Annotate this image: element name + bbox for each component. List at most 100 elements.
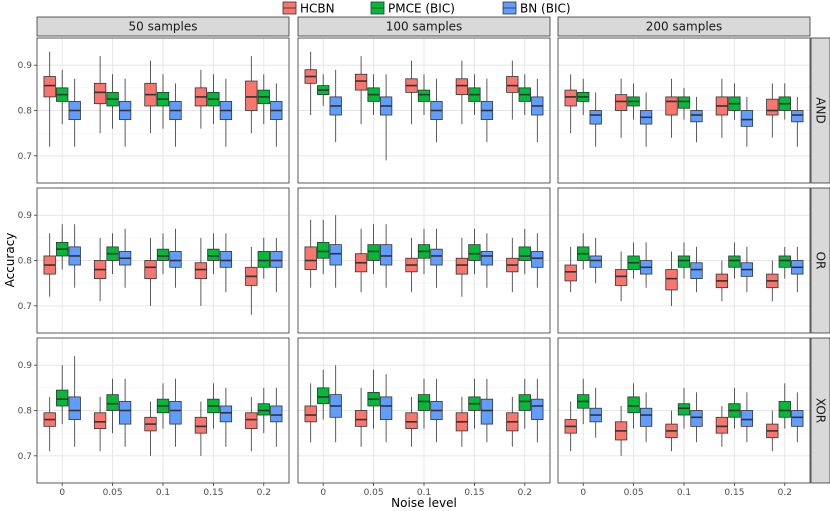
box bbox=[740, 96, 754, 147]
box-iqr bbox=[417, 394, 431, 411]
box bbox=[677, 387, 691, 429]
x-tick-label: 0.05 bbox=[624, 488, 644, 498]
box bbox=[518, 228, 531, 275]
box-iqr bbox=[304, 405, 317, 423]
box-iqr bbox=[270, 405, 283, 423]
x-tick-label: 0 bbox=[580, 488, 586, 498]
box bbox=[715, 260, 729, 302]
box bbox=[118, 78, 132, 147]
x-tick-label: 0.2 bbox=[778, 488, 792, 498]
x-tick-label: 0.05 bbox=[103, 488, 123, 498]
box bbox=[43, 233, 56, 297]
x-tick-label: 0.15 bbox=[724, 488, 744, 498]
strip-background bbox=[810, 187, 830, 334]
box bbox=[715, 78, 729, 138]
box-iqr bbox=[106, 394, 119, 411]
box-iqr bbox=[589, 110, 602, 125]
legend-label: PMCE (BIC) bbox=[388, 2, 455, 16]
box-iqr bbox=[531, 398, 544, 420]
strip-background bbox=[557, 16, 811, 37]
legend-item-pmce-bic: PMCE (BIC) bbox=[370, 2, 455, 16]
legend-item-hcbn: HCBN bbox=[282, 2, 335, 16]
y-tick-label: 0.8 bbox=[18, 407, 33, 417]
box-iqr bbox=[564, 89, 577, 107]
series-pmce-bic bbox=[317, 219, 531, 275]
box-iqr bbox=[257, 403, 270, 416]
box bbox=[665, 410, 678, 452]
box bbox=[468, 74, 481, 116]
y-tick-label: 0.9 bbox=[18, 61, 33, 71]
box bbox=[169, 378, 182, 447]
x-tick-label: 0.1 bbox=[677, 488, 691, 498]
series-bn-bic bbox=[68, 356, 283, 447]
y-axis-title: Accuracy bbox=[3, 233, 17, 288]
strip-label: 200 samples bbox=[646, 20, 723, 34]
box-iqr bbox=[589, 255, 602, 268]
box bbox=[417, 228, 431, 275]
box bbox=[405, 396, 418, 447]
box-iqr bbox=[219, 251, 233, 268]
box bbox=[219, 233, 233, 293]
box-iqr bbox=[194, 416, 208, 434]
series-pmce-bic bbox=[577, 78, 791, 120]
box bbox=[690, 96, 703, 143]
box bbox=[156, 233, 170, 275]
box bbox=[627, 242, 640, 279]
box bbox=[639, 392, 653, 443]
box-iqr bbox=[317, 241, 330, 259]
box-iqr bbox=[304, 246, 317, 270]
box bbox=[417, 378, 431, 429]
box bbox=[531, 233, 544, 288]
box-iqr bbox=[354, 73, 368, 91]
y-tick-label: 0.7 bbox=[18, 452, 32, 462]
box-iqr bbox=[614, 94, 628, 111]
box bbox=[405, 237, 418, 293]
box-iqr bbox=[257, 251, 270, 268]
strip-row-2: XOR bbox=[810, 337, 830, 484]
box-iqr bbox=[93, 82, 107, 105]
box bbox=[778, 246, 791, 279]
box bbox=[118, 378, 132, 447]
y-tick-label: 0.7 bbox=[18, 302, 32, 312]
box-iqr bbox=[627, 396, 640, 414]
box bbox=[68, 356, 81, 447]
x-tick-label: 0.2 bbox=[518, 488, 532, 498]
box bbox=[531, 378, 544, 443]
x-tick-label: 0.1 bbox=[417, 488, 431, 498]
panel-or-0: 0.7 0.8 0.9 bbox=[18, 187, 290, 334]
box-iqr bbox=[156, 248, 170, 261]
box bbox=[430, 378, 443, 443]
box-iqr bbox=[68, 396, 81, 420]
series-hcbn bbox=[43, 396, 258, 456]
box bbox=[56, 224, 69, 270]
box bbox=[577, 378, 590, 425]
box bbox=[43, 396, 56, 452]
box bbox=[245, 246, 258, 315]
box bbox=[417, 74, 431, 116]
strip-background bbox=[36, 16, 290, 37]
box bbox=[518, 378, 531, 429]
box-iqr bbox=[405, 412, 418, 430]
box bbox=[728, 83, 741, 120]
box bbox=[144, 60, 157, 134]
box bbox=[677, 87, 691, 120]
box bbox=[93, 237, 107, 302]
box bbox=[367, 74, 380, 116]
box bbox=[68, 78, 81, 147]
box bbox=[778, 383, 791, 429]
legend-label: BN (BIC) bbox=[520, 2, 571, 16]
box-iqr bbox=[728, 255, 741, 268]
panel-border bbox=[557, 37, 811, 184]
box bbox=[169, 228, 182, 288]
box-iqr bbox=[791, 410, 804, 427]
box bbox=[614, 405, 628, 456]
box bbox=[257, 237, 270, 279]
box-iqr bbox=[791, 110, 804, 123]
x-tick-label: 0.2 bbox=[257, 488, 271, 498]
box-iqr bbox=[354, 410, 368, 427]
box bbox=[354, 387, 368, 447]
box bbox=[367, 224, 380, 275]
x-tick-label: 0.05 bbox=[364, 488, 384, 498]
series-pmce-bic bbox=[317, 74, 531, 116]
box bbox=[690, 246, 703, 293]
